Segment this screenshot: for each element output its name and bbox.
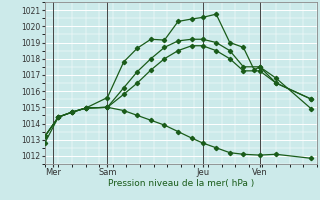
X-axis label: Pression niveau de la mer( hPa ): Pression niveau de la mer( hPa )	[108, 179, 254, 188]
